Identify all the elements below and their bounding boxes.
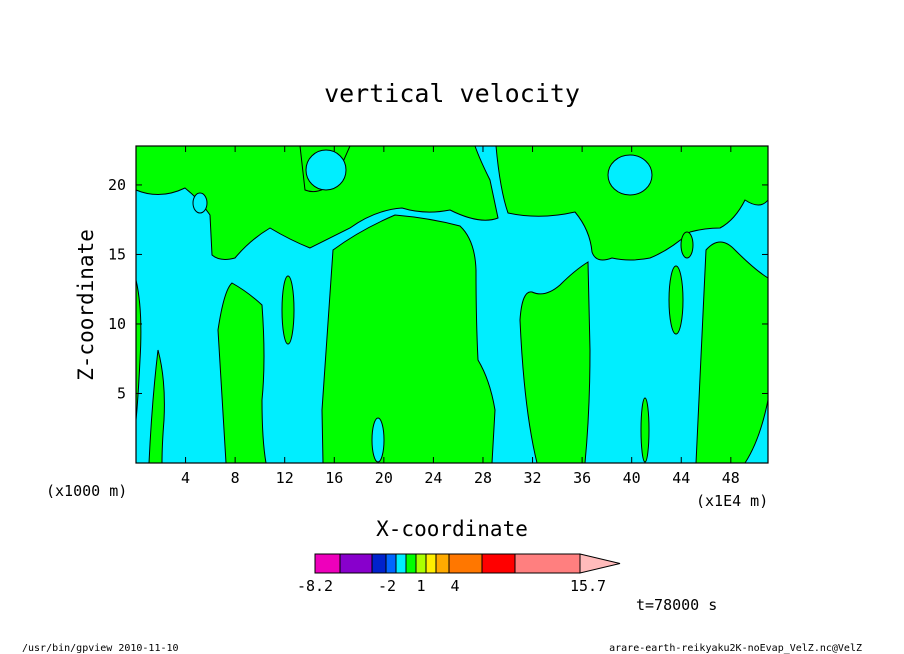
colorbar-swatch [395,553,407,574]
chart-title: vertical velocity [324,79,580,108]
negative-cell [607,154,653,196]
colorbar-ticks: -8.2 -2 1 4 15.7 [297,577,606,595]
plot-area [135,145,769,464]
x-tick-label: 28 [474,469,492,487]
colorbar-swatch [514,553,581,574]
colorbar-swatch [415,553,427,574]
x-tick-label: 4 [181,469,190,487]
colorbar-swatch [448,553,483,574]
y-axis: 5 10 15 20 [108,176,768,402]
colorbar-swatch [435,553,450,574]
negative-cell [305,149,347,191]
x-tick-label: 44 [672,469,690,487]
colorbar-swatch [405,553,417,574]
plot-frame [135,145,769,464]
time-label: t=78000 s [636,596,717,614]
positive-region-right-column [519,261,591,464]
colorbar-swatch [371,553,387,574]
x-tick-label: 8 [231,469,240,487]
footer-left: /usr/bin/gpview 2010-11-10 [22,643,179,654]
positive-cell [680,231,694,259]
x-axis-label: X-coordinate [376,517,528,541]
x-tick-label: 12 [276,469,294,487]
positive-cell [281,275,295,345]
positive-cell [640,397,650,463]
x-tick-label: 20 [375,469,393,487]
positive-region-far-right [695,241,769,464]
colorbar-arrow [579,553,621,574]
negative-cell [192,192,208,214]
colorbar-tick-label: -2 [378,577,396,595]
x-unit-left: (x1000 m) [46,482,127,500]
colorbar-tick-label: 15.7 [570,577,606,595]
negative-cell [371,417,385,463]
positive-region-center [321,214,496,464]
x-axis: 4 8 12 16 20 24 28 32 36 40 44 48 [181,146,740,487]
colorbar-tick-label: 1 [416,577,425,595]
colorbar [314,553,621,574]
x-tick-label: 24 [424,469,442,487]
y-axis-label: Z-coordinate [74,229,98,381]
positive-region-left-column [217,282,267,464]
x-tick-label: 36 [573,469,591,487]
positive-region-top-right [495,145,769,261]
colorbar-tick-label: 4 [450,577,459,595]
footer-right: arare-earth-reikyaku2K-noEvap_VelZ.nc@Ve… [609,643,862,654]
x-tick-label: 40 [623,469,641,487]
x-tick-label: 16 [325,469,343,487]
x-tick-label: 48 [722,469,740,487]
colorbar-swatch [425,553,437,574]
colorbar-swatch [481,553,516,574]
y-tick-label: 20 [108,176,126,194]
colorbar-tick-label: -8.2 [297,577,333,595]
y-tick-label: 5 [117,384,126,402]
x-tick-label: 32 [524,469,542,487]
y-tick-label: 10 [108,315,126,333]
colorbar-swatch [314,553,341,574]
colorbar-swatch [385,553,397,574]
positive-cell [668,265,684,335]
colorbar-swatch [339,553,373,574]
positive-region-edge-left [135,279,142,421]
positive-region-small-left [148,349,165,464]
x-unit-right: (x1E4 m) [696,492,768,510]
y-tick-label: 15 [108,245,126,263]
